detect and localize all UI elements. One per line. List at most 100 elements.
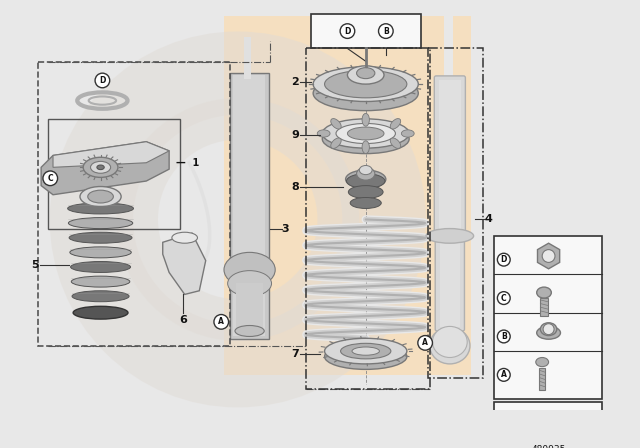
Text: 5: 5 <box>31 260 38 270</box>
Ellipse shape <box>359 165 372 175</box>
Ellipse shape <box>80 186 121 207</box>
Ellipse shape <box>426 228 474 243</box>
Ellipse shape <box>331 119 341 129</box>
Ellipse shape <box>235 326 264 336</box>
Circle shape <box>340 24 355 39</box>
Text: C: C <box>501 293 507 302</box>
Text: —  1: — 1 <box>177 158 200 168</box>
Ellipse shape <box>348 66 384 84</box>
Ellipse shape <box>323 125 409 154</box>
FancyBboxPatch shape <box>435 236 465 331</box>
FancyBboxPatch shape <box>236 284 263 331</box>
Ellipse shape <box>401 130 414 137</box>
Ellipse shape <box>324 70 407 98</box>
Circle shape <box>43 171 58 185</box>
Text: 8: 8 <box>291 182 299 193</box>
Ellipse shape <box>68 218 132 228</box>
Circle shape <box>543 323 554 335</box>
Text: D: D <box>99 76 106 85</box>
Text: 9: 9 <box>291 130 299 140</box>
Ellipse shape <box>340 343 391 359</box>
Circle shape <box>497 253 510 266</box>
Ellipse shape <box>336 124 396 143</box>
Ellipse shape <box>73 306 128 319</box>
Ellipse shape <box>324 338 407 364</box>
Text: 6: 6 <box>179 315 187 325</box>
Ellipse shape <box>69 232 132 243</box>
Ellipse shape <box>348 127 384 140</box>
FancyBboxPatch shape <box>435 76 465 240</box>
Ellipse shape <box>97 165 104 170</box>
Polygon shape <box>41 142 169 195</box>
Ellipse shape <box>536 358 548 366</box>
Text: 2: 2 <box>291 78 299 87</box>
Text: B: B <box>501 332 507 341</box>
Ellipse shape <box>70 262 131 272</box>
Ellipse shape <box>362 113 369 126</box>
Ellipse shape <box>540 323 557 336</box>
FancyBboxPatch shape <box>439 80 461 235</box>
FancyBboxPatch shape <box>540 368 545 390</box>
Polygon shape <box>538 243 559 269</box>
Text: 7: 7 <box>291 349 299 359</box>
Circle shape <box>497 292 510 305</box>
Text: C: C <box>47 174 53 183</box>
Text: 4: 4 <box>484 215 492 224</box>
Ellipse shape <box>356 167 375 180</box>
Ellipse shape <box>224 252 275 287</box>
FancyBboxPatch shape <box>233 75 265 336</box>
FancyBboxPatch shape <box>493 402 602 448</box>
Ellipse shape <box>313 76 419 111</box>
Ellipse shape <box>390 119 401 129</box>
Ellipse shape <box>72 291 129 302</box>
FancyBboxPatch shape <box>224 17 471 375</box>
Ellipse shape <box>83 157 118 177</box>
Ellipse shape <box>323 119 409 148</box>
Ellipse shape <box>346 174 385 188</box>
Ellipse shape <box>348 185 383 198</box>
FancyBboxPatch shape <box>244 37 252 79</box>
FancyBboxPatch shape <box>440 240 460 327</box>
Ellipse shape <box>537 287 551 298</box>
Text: 3: 3 <box>282 224 289 233</box>
Ellipse shape <box>70 247 131 258</box>
Polygon shape <box>501 419 576 441</box>
Circle shape <box>418 336 433 350</box>
Text: D: D <box>500 255 507 264</box>
FancyBboxPatch shape <box>540 298 548 316</box>
Ellipse shape <box>390 138 401 148</box>
Text: A: A <box>218 317 224 326</box>
FancyBboxPatch shape <box>493 236 602 399</box>
Ellipse shape <box>68 203 134 214</box>
Ellipse shape <box>317 130 330 137</box>
FancyBboxPatch shape <box>444 17 454 81</box>
Polygon shape <box>53 142 169 167</box>
Ellipse shape <box>346 170 386 188</box>
Circle shape <box>542 250 555 263</box>
Ellipse shape <box>537 327 561 339</box>
Ellipse shape <box>433 327 467 358</box>
Ellipse shape <box>429 327 470 364</box>
Ellipse shape <box>71 276 130 287</box>
FancyBboxPatch shape <box>311 14 420 48</box>
Circle shape <box>95 73 109 88</box>
Circle shape <box>378 24 393 39</box>
Ellipse shape <box>350 198 381 208</box>
Text: D: D <box>344 26 351 35</box>
Ellipse shape <box>90 161 111 173</box>
Ellipse shape <box>331 138 341 148</box>
Ellipse shape <box>352 347 380 355</box>
Polygon shape <box>163 233 205 294</box>
FancyBboxPatch shape <box>499 435 580 443</box>
FancyBboxPatch shape <box>230 73 269 339</box>
Ellipse shape <box>324 344 407 370</box>
Ellipse shape <box>172 232 198 243</box>
Circle shape <box>214 314 228 329</box>
Text: B: B <box>383 26 388 35</box>
Ellipse shape <box>228 271 271 296</box>
Ellipse shape <box>356 68 375 79</box>
Text: 480935: 480935 <box>531 445 566 448</box>
Circle shape <box>497 368 510 381</box>
Circle shape <box>497 330 510 343</box>
Ellipse shape <box>313 67 419 102</box>
